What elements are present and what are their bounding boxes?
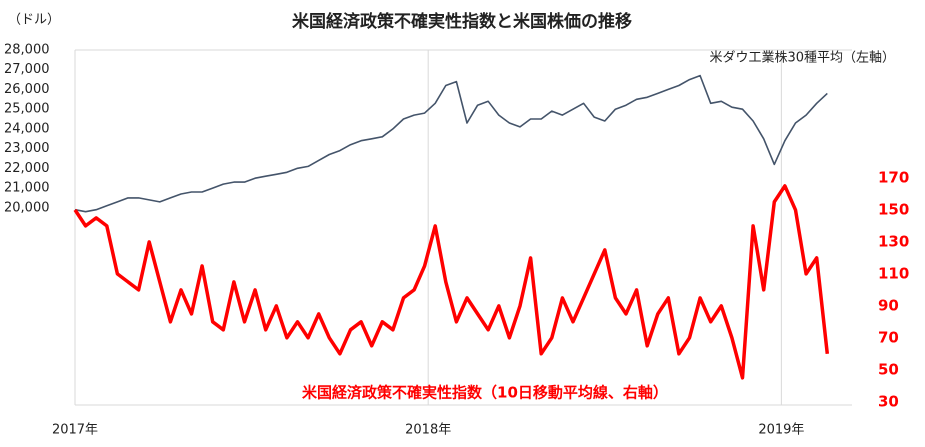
series-line <box>73 184 830 380</box>
y2-tick-label: 70 <box>878 328 899 346</box>
y-tick-label: 23,000 <box>4 141 50 156</box>
y2-tick-label: 90 <box>878 296 899 314</box>
chart-title: 米国経済政策不確実性指数と米国株価の推移 <box>292 11 632 32</box>
legend-entry: 米国経済政策不確実性指数（10日移動平均線、右軸） <box>302 384 668 402</box>
y-axis-label: （ドル） <box>8 13 60 28</box>
x-tick-label: 2019年 <box>758 423 804 438</box>
y-tick-label: 27,000 <box>4 62 50 77</box>
series-line <box>74 74 828 213</box>
y-tick-label: 22,000 <box>4 161 50 176</box>
y-tick-label: 24,000 <box>4 121 50 136</box>
y2-tick-label: 110 <box>878 264 909 282</box>
legend-entry: 米ダウ工業株30種平均（左軸） <box>709 50 895 66</box>
y2-tick-label: 130 <box>878 232 909 250</box>
x-tick-label: 2018年 <box>405 423 451 438</box>
y-tick-label: 20,000 <box>4 200 50 215</box>
y2-tick-label: 170 <box>878 168 909 186</box>
x-tick-label: 2017年 <box>52 423 98 438</box>
y2-tick-label: 150 <box>878 200 909 218</box>
y-tick-label: 26,000 <box>4 82 50 97</box>
y-tick-label: 21,000 <box>4 181 50 196</box>
y2-tick-label: 30 <box>878 392 899 410</box>
y-tick-label: 28,000 <box>4 43 50 58</box>
y-tick-label: 25,000 <box>4 102 50 117</box>
y2-tick-label: 50 <box>878 360 899 378</box>
